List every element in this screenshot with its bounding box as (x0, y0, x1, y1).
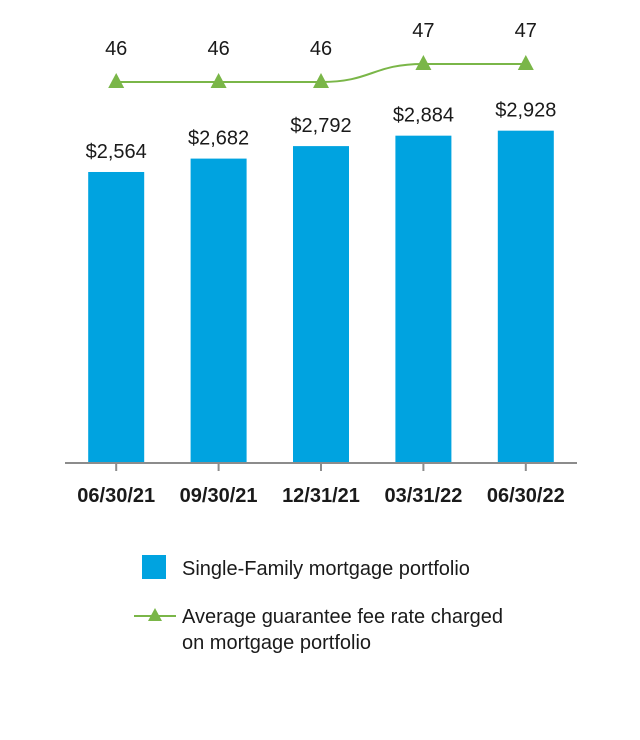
bar (190, 158, 247, 463)
line-value-label: 46 (207, 38, 229, 60)
bar-value-label: $2,564 (86, 141, 147, 163)
bar-value-label: $2,792 (290, 115, 351, 137)
legend: Single-Family mortgage portfolio Average… (134, 555, 509, 654)
x-tick-label: 09/30/21 (180, 485, 258, 507)
line-point-marker (313, 73, 329, 88)
bar-series (88, 130, 554, 463)
x-tick-label: 12/31/21 (282, 485, 360, 507)
bar (293, 146, 349, 463)
line-point-marker (210, 73, 227, 88)
line-series (108, 55, 534, 88)
line-point-marker (108, 73, 125, 88)
legend-bar-swatch (142, 555, 166, 579)
x-tick-labels: 06/30/21 09/30/21 12/31/21 03/31/22 06/30/22 (77, 485, 564, 507)
line-point-marker (517, 55, 534, 70)
line-value-label: 46 (105, 38, 127, 60)
legend-line-label-line1: Average guarantee fee rate charged (182, 606, 503, 628)
line-value-label: 46 (310, 38, 332, 60)
legend-bar-label: Single-Family mortgage portfolio (182, 558, 470, 580)
legend-line-label-line2: on mortgage portfolio (182, 632, 371, 654)
bar-value-labels: $2,564 $2,682 $2,792 $2,884 $2,928 (86, 100, 557, 163)
bar (497, 130, 554, 463)
line-value-label: 47 (412, 20, 434, 42)
line-point-marker (415, 55, 432, 70)
line-value-label: 47 (515, 20, 537, 42)
legend-triangle-marker (148, 608, 162, 621)
x-tick-label: 06/30/22 (487, 485, 565, 507)
legend-line-label: Average guarantee fee rate charged on mo… (182, 606, 509, 654)
x-tick-label: 06/30/21 (77, 485, 155, 507)
x-axis (65, 462, 577, 471)
x-tick-label: 03/31/22 (384, 485, 462, 507)
bar-value-label: $2,884 (393, 105, 454, 127)
bar (88, 171, 145, 463)
bar-value-label: $2,928 (495, 100, 556, 122)
bar (395, 135, 452, 463)
line-value-labels: 46 46 46 47 47 (105, 20, 537, 60)
bar-value-label: $2,682 (188, 128, 249, 150)
